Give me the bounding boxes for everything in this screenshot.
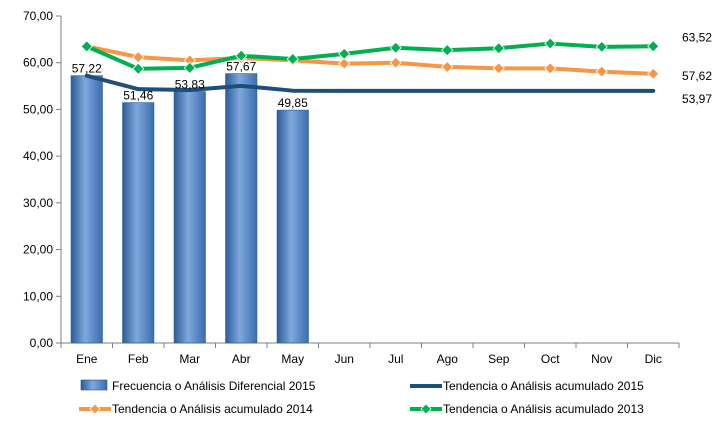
series-marker — [647, 67, 660, 80]
series-marker — [544, 62, 557, 75]
x-tick-label: Jun — [335, 352, 354, 366]
series-line — [84, 73, 656, 93]
series-marker — [441, 44, 454, 57]
line-end-label: 63,52 — [682, 30, 712, 44]
data-labels: 57,22 51,46 53,83 57,67 49,85 53,97 57,62 63,52 — [72, 30, 713, 110]
x-tick-label: Oct — [541, 352, 560, 366]
legend: Frecuencia o Análisis Diferencial 2015 Te… — [79, 379, 644, 416]
series-marker — [183, 61, 196, 74]
series-marker — [338, 57, 351, 70]
bar — [225, 73, 258, 344]
y-tick-label: 50,00 — [23, 102, 53, 116]
legend-label: Frecuencia o Análisis Diferencial 2015 — [112, 379, 316, 393]
y-tick-label: 30,00 — [23, 196, 53, 210]
series-marker — [492, 62, 505, 75]
bars — [70, 73, 309, 344]
legend-item: Tendencia o Análisis acumulado 2015 — [410, 379, 644, 393]
legend-swatch-marker — [420, 403, 432, 415]
y-tick-label: 0,00 — [30, 336, 54, 350]
legend-label: Tendencia o Análisis acumulado 2013 — [443, 402, 644, 416]
lines — [80, 37, 660, 93]
x-tick-label: Ene — [76, 352, 98, 366]
x-tick-label: Abr — [232, 352, 251, 366]
axes: 0,00 10,00 20,00 30,00 40,00 50,00 60,00 70,00 E… — [23, 9, 680, 366]
line-end-label: 53,97 — [682, 92, 712, 106]
series-marker — [441, 60, 454, 73]
legend-label: Tendencia o Análisis acumulado 2015 — [443, 379, 644, 393]
legend-swatch-marker — [89, 403, 101, 415]
y-tick-label: 70,00 — [23, 9, 53, 23]
bar-data-label: 53,83 — [175, 78, 205, 92]
bar — [276, 109, 309, 344]
series-marker — [647, 40, 660, 53]
series-marker — [595, 65, 608, 78]
series-line — [84, 41, 656, 71]
bar — [173, 91, 206, 344]
legend-label: Tendencia o Análisis acumulado 2014 — [112, 402, 313, 416]
series-marker — [492, 42, 505, 55]
legend-item: Tendencia o Análisis acumulado 2013 — [410, 402, 644, 416]
series-marker — [132, 62, 145, 75]
x-tick-label: Dic — [645, 352, 662, 366]
series-marker — [286, 52, 299, 66]
x-tick-label: Mar — [179, 352, 200, 366]
legend-item: Frecuencia o Análisis Diferencial 2015 — [80, 379, 316, 393]
y-tick-label: 60,00 — [23, 56, 53, 70]
series-marker — [389, 41, 402, 54]
series-marker — [235, 49, 248, 62]
bar — [122, 102, 155, 344]
x-tick-label: Ago — [437, 352, 459, 366]
y-tick-label: 10,00 — [23, 289, 53, 303]
series-marker — [389, 56, 402, 69]
series-marker — [338, 47, 351, 60]
x-tick-label: May — [281, 352, 304, 366]
bar-data-label: 57,67 — [226, 60, 256, 74]
series-line — [84, 44, 656, 76]
x-tick-label: Nov — [591, 352, 612, 366]
y-tick-label: 20,00 — [23, 243, 53, 257]
x-tick-label: Jul — [388, 352, 403, 366]
series-marker — [544, 37, 557, 50]
series-marker — [595, 40, 608, 53]
series-marker — [80, 40, 93, 53]
legend-item: Tendencia o Análisis acumulado 2014 — [79, 402, 313, 416]
line-end-label: 57,62 — [682, 69, 712, 83]
bar-data-label: 57,22 — [72, 62, 102, 76]
bar — [70, 75, 103, 344]
y-tick-label: 40,00 — [23, 149, 53, 163]
x-tick-label: Sep — [488, 352, 510, 366]
legend-swatch-bar — [80, 379, 108, 391]
x-tick-label: Feb — [128, 352, 149, 366]
bar-data-label: 49,85 — [278, 96, 308, 110]
series-marker — [132, 51, 145, 64]
bar-data-label: 51,46 — [123, 89, 153, 103]
